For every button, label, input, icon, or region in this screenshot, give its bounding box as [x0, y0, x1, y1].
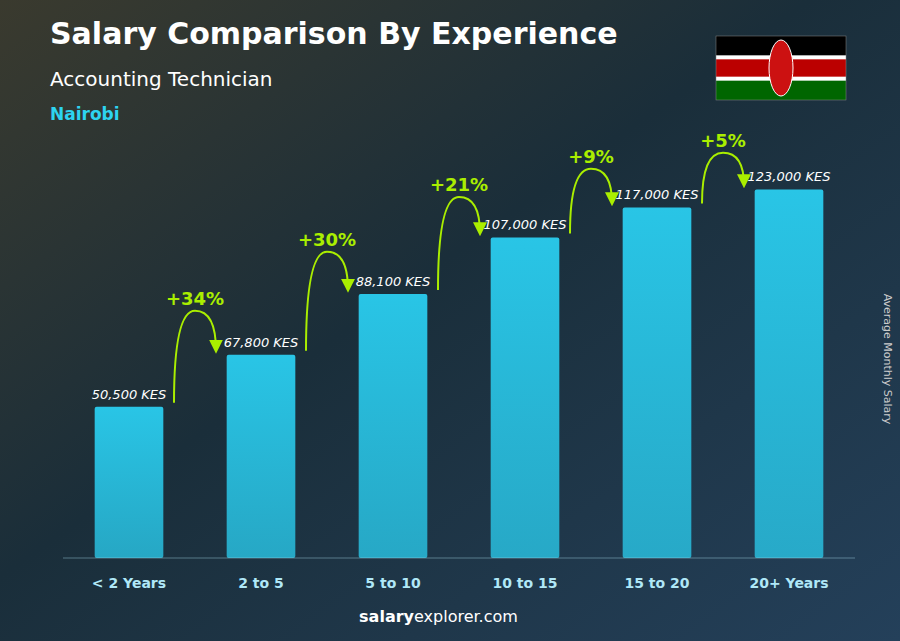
category-label: 10 to 15 [492, 575, 557, 591]
footer-normal: explorer.com [414, 607, 518, 626]
arc-arrow [723, 153, 744, 186]
bar [359, 294, 428, 558]
annotation: +9% [568, 146, 614, 167]
arc [174, 311, 195, 403]
bar [623, 207, 692, 558]
bar [95, 407, 164, 558]
bar [227, 355, 296, 558]
baseline [63, 558, 855, 559]
value-label: 50,500 KES [92, 387, 167, 402]
bar [491, 237, 560, 558]
annotation: +34% [166, 288, 224, 309]
flag [716, 36, 846, 100]
arc-arrow [459, 197, 480, 234]
category-label: 5 to 10 [365, 575, 421, 591]
chart-svg: Salary Comparison By Experience Accountin… [0, 0, 900, 641]
arc [306, 252, 327, 351]
city: Nairobi [50, 104, 120, 124]
arc [438, 197, 459, 290]
flag-shield [769, 40, 793, 96]
value-label: 107,000 KES [484, 217, 567, 232]
arc-arrow [195, 311, 216, 351]
annotation: +30% [298, 229, 356, 250]
bars [95, 189, 824, 558]
category-label: 20+ Years [749, 575, 828, 591]
value-label: 88,100 KES [356, 274, 431, 289]
flag-border [716, 36, 846, 100]
category-label: 2 to 5 [238, 575, 284, 591]
annotation: +5% [700, 130, 746, 151]
title: Salary Comparison By Experience [50, 16, 618, 51]
arc [702, 153, 723, 204]
footer-bold: salary [359, 607, 414, 626]
category-label: 15 to 20 [624, 575, 689, 591]
arc-arrow [591, 169, 612, 204]
y-label: Average Monthly Salary [881, 294, 894, 425]
value-label: 67,800 KES [224, 335, 299, 350]
subtitle: Accounting Technician [50, 67, 273, 91]
arc [570, 169, 591, 234]
chart-root: Salary Comparison By Experience Accountin… [0, 0, 900, 641]
annotation: +21% [430, 174, 488, 195]
value-label: 123,000 KES [748, 169, 831, 184]
background [0, 0, 900, 641]
arc-arrow [327, 252, 348, 290]
annotations [174, 153, 744, 403]
category-label: < 2 Years [92, 575, 166, 591]
bar [755, 189, 824, 558]
value-label: 117,000 KES [616, 187, 699, 202]
